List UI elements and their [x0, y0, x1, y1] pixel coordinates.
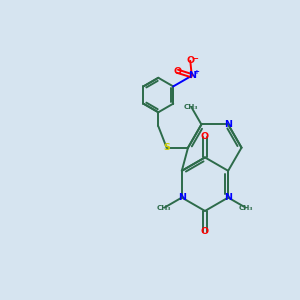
Text: S: S: [163, 143, 170, 152]
Text: +: +: [193, 69, 199, 75]
Text: O: O: [173, 67, 181, 76]
Text: N: N: [188, 71, 196, 80]
Text: O: O: [201, 132, 209, 141]
Text: N: N: [224, 193, 232, 202]
Text: N: N: [178, 193, 186, 202]
Text: CH₃: CH₃: [157, 205, 172, 211]
Text: O: O: [201, 227, 209, 236]
Text: N: N: [224, 120, 232, 129]
Text: CH₃: CH₃: [184, 104, 199, 110]
Text: −: −: [191, 54, 199, 63]
Text: CH₃: CH₃: [238, 205, 253, 211]
Text: O: O: [186, 56, 194, 65]
